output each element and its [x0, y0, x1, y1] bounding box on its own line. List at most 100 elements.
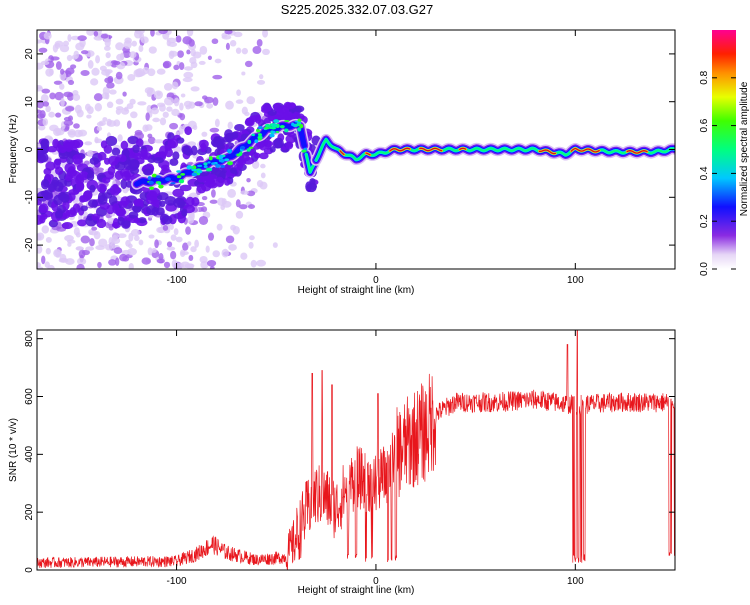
spectrogram-noise-blob [98, 238, 108, 248]
spectrogram-scatter-blob [108, 155, 119, 166]
spectrogram-bright-blob [148, 186, 155, 190]
spectrogram-noise-blob [137, 101, 147, 106]
spectrogram-scatter-blob [68, 188, 80, 196]
spectrogram-noise-blob [37, 84, 43, 90]
spectrogram-noise-blob [89, 238, 95, 247]
spectrogram-noise-blob [190, 48, 197, 57]
spectrogram-noise-blob [86, 30, 95, 36]
spectrogram-noise-blob [166, 39, 171, 47]
spectrogram-noise-blob [138, 44, 144, 53]
spectrogram-bright-blob [205, 167, 212, 172]
spectrogram-scatter-blob [132, 152, 142, 160]
spectrogram-noise-blob [131, 40, 138, 47]
spectrogram-noise-blob [185, 226, 191, 235]
spectrogram-scatter-blob [48, 183, 56, 192]
spectrogram-noise-blob [158, 253, 164, 261]
spectrogram-noise-blob [147, 133, 153, 139]
snr-ytick-label: 400 [24, 446, 35, 463]
spectrogram-scatter-blob [202, 174, 214, 185]
spectrogram-scatter-blob [137, 217, 147, 224]
spectrogram-noise-blob [260, 163, 266, 169]
spectrogram-noise-blob [59, 83, 65, 90]
spectrogram-noise-blob [175, 236, 183, 243]
snr-frame [36, 329, 676, 571]
spectrogram-scatter-blob [75, 181, 85, 192]
spectrogram-scatter-blob [185, 196, 195, 207]
spectrogram-scatter-blob [69, 170, 81, 179]
spectrogram-scatter-blob [285, 141, 294, 150]
colorbar-tick-label: 0.4 [699, 166, 710, 180]
spectrogram-scatter-blob [184, 126, 192, 136]
spectrogram-noise-blob [94, 167, 104, 172]
spectrogram-noise-blob [151, 247, 157, 253]
spectrogram-scatter-blob [231, 131, 239, 139]
spectrogram-noise-blob [127, 247, 137, 256]
spectrogram-noise-blob [115, 71, 123, 80]
spectrogram-scatter-blob [58, 150, 70, 159]
spectrogram-noise-blob [54, 40, 64, 47]
spectrogram-scatter-blob [80, 195, 90, 203]
spectrogram-noise-blob [163, 96, 174, 106]
spectrogram-scatter-blob [115, 207, 125, 216]
spectrogram-noise-blob [64, 235, 74, 242]
spectrogram-noise-blob [91, 226, 98, 231]
spectrogram-noise-blob [200, 206, 208, 213]
spectrogram-noise-blob [212, 97, 219, 106]
spectrogram-noise-blob [227, 188, 237, 198]
spectrogram-scatter-blob [97, 151, 107, 161]
spectrogram-bright-blob [297, 127, 302, 132]
spectrogram-noise-blob [256, 259, 267, 267]
spectrogram-noise-blob [108, 226, 114, 231]
spectrogram-noise-blob [180, 251, 189, 256]
spectrogram-scatter-blob [284, 102, 296, 110]
spectrogram-scatter-blob [172, 188, 185, 198]
spectrogram-noise-blob [225, 235, 235, 244]
spectrogram-scatter-blob [96, 183, 107, 193]
spectrogram-noise-blob [134, 30, 142, 39]
spectrogram-noise-blob [106, 82, 115, 89]
spectrogram-noise-blob [189, 57, 197, 65]
spectrogram-scatter-blob [175, 137, 185, 144]
spectrogram-bright-blob [284, 128, 289, 133]
spectrogram-noise-blob [184, 66, 193, 71]
spectrogram-noise-blob [150, 107, 160, 115]
spectrogram-noise-blob [182, 242, 189, 251]
spectrogram-noise-blob [201, 196, 208, 201]
spectrogram-noise-blob [100, 33, 109, 39]
spectrogram-scatter-blob [234, 123, 245, 132]
spectrogram-scatter-blob [253, 152, 261, 159]
spectrogram-noise-blob [80, 50, 89, 55]
spectrogram-noise-blob [102, 117, 108, 122]
spectrogram-noise-blob [67, 130, 76, 136]
spectrogram-scatter-blob [60, 193, 70, 203]
spectrogram-noise-blob [212, 250, 220, 258]
spectrogram-scatter-blob [38, 203, 49, 214]
spectrogram-noise-blob [154, 139, 164, 144]
spectrogram-bright-blob [263, 126, 270, 130]
snr-x-axis: -100 0 100 [167, 330, 584, 587]
spectrogram-bright-blob [291, 122, 295, 127]
spectrogram-noise-blob [134, 129, 143, 136]
spectrogram-scatter-blob [264, 140, 273, 148]
spectrogram-bright-blob [218, 159, 223, 162]
spectrogram-scatter-blob [46, 146, 58, 153]
spectrogram-scatter-blob [173, 197, 185, 208]
spectrogram-noise-blob [228, 244, 237, 251]
spectrogram-bright-blob [189, 166, 194, 169]
spectrogram-noise-blob [256, 79, 266, 85]
spectrogram-noise-blob [241, 47, 248, 55]
spectrogram-scatter-blob [89, 184, 96, 193]
spectrogram-noise-blob [115, 108, 122, 115]
spectrogram-bright-blob [269, 133, 275, 138]
spectrogram-bright-blob [208, 156, 213, 161]
spectrogram-noise-blob [75, 42, 85, 51]
spectrogram-noise-blob [113, 247, 123, 255]
spectrogram-ridge-peak [365, 152, 371, 156]
spectrogram-noise-blob [115, 98, 124, 105]
spectrogram-noise-blob [153, 90, 164, 100]
spectrogram-noise-blob [194, 101, 203, 107]
spectrogram-noise-blob [180, 93, 186, 98]
spectrogram-ridge-peak [419, 147, 443, 152]
spectrogram-bright-blob [254, 139, 259, 144]
